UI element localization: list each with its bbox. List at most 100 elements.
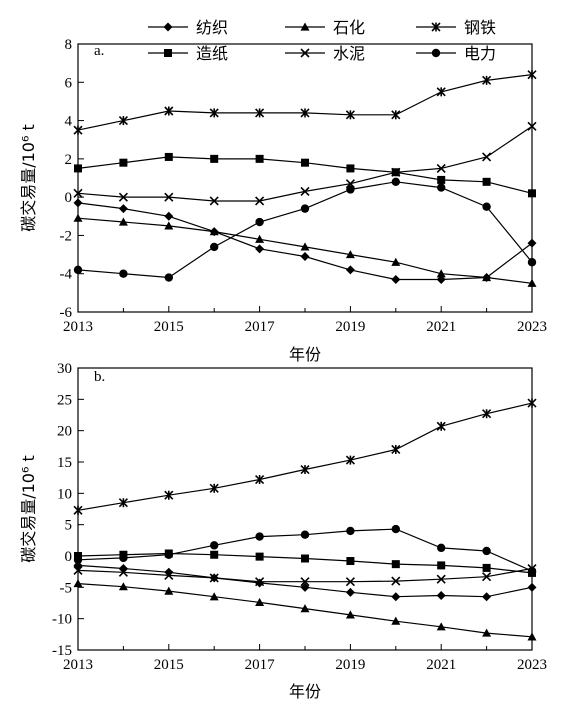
data-point bbox=[345, 455, 355, 465]
x-tick-label: 2021 bbox=[426, 657, 456, 673]
data-point bbox=[73, 125, 83, 135]
data-point bbox=[527, 582, 537, 592]
legend-item: 水泥 bbox=[285, 44, 365, 63]
data-point bbox=[255, 532, 264, 541]
x-tick-label: 2013 bbox=[63, 319, 93, 335]
data-point bbox=[528, 189, 536, 198]
data-point bbox=[391, 616, 401, 625]
x-tick-label: 2017 bbox=[245, 319, 276, 335]
data-point bbox=[527, 278, 537, 287]
data-point bbox=[482, 546, 491, 556]
x-axis-title: 年份 bbox=[289, 682, 321, 701]
data-point bbox=[527, 632, 537, 641]
data-point bbox=[391, 110, 401, 120]
data-point bbox=[118, 567, 128, 577]
data-point bbox=[118, 498, 128, 508]
y-tick-label: -5 bbox=[60, 580, 73, 596]
data-point bbox=[437, 175, 446, 184]
data-point bbox=[527, 398, 537, 408]
data-point bbox=[482, 409, 492, 419]
data-point bbox=[391, 274, 401, 284]
y-tick-label: 5 bbox=[65, 518, 73, 534]
data-point bbox=[300, 464, 310, 475]
data-point bbox=[482, 628, 492, 637]
legend-item: 纺织 bbox=[148, 18, 228, 37]
data-point bbox=[527, 566, 537, 576]
data-point bbox=[255, 234, 265, 243]
legend-label: 造纸 bbox=[196, 44, 228, 63]
data-point bbox=[436, 574, 446, 584]
data-point bbox=[255, 597, 265, 606]
data-point bbox=[482, 152, 492, 162]
data-point bbox=[210, 541, 219, 550]
series-line bbox=[77, 217, 533, 284]
series-x bbox=[73, 563, 537, 587]
data-point bbox=[73, 198, 83, 208]
y-tick-label: -2 bbox=[60, 228, 73, 244]
x-tick-label: 2017 bbox=[245, 657, 276, 673]
y-tick-label: -6 bbox=[60, 305, 73, 321]
series-line bbox=[77, 74, 533, 131]
x-tick-label: 2023 bbox=[517, 319, 547, 335]
data-point bbox=[73, 579, 83, 588]
data-point bbox=[527, 70, 537, 80]
data-point bbox=[300, 251, 310, 261]
y-tick-label: 10 bbox=[57, 486, 72, 502]
data-point bbox=[255, 552, 264, 561]
data-point bbox=[118, 217, 128, 226]
data-point bbox=[74, 164, 82, 173]
data-point bbox=[345, 587, 355, 597]
legend-label: 石化 bbox=[333, 18, 365, 37]
data-point bbox=[209, 573, 219, 583]
data-point bbox=[436, 87, 446, 97]
data-point bbox=[118, 192, 128, 202]
data-point bbox=[300, 204, 310, 213]
data-point bbox=[436, 269, 446, 278]
data-point bbox=[300, 604, 310, 613]
data-point bbox=[345, 250, 355, 259]
data-point bbox=[345, 265, 355, 275]
y-tick-label: 20 bbox=[57, 424, 72, 440]
data-point bbox=[391, 177, 400, 187]
series-triangle bbox=[73, 213, 537, 287]
panel-a: -6 -4 -2 0 2 4 6 8 2013 2015 2017 2019 2021 2023 a. 年份 碳… bbox=[19, 37, 547, 364]
x-tick-label: 2015 bbox=[154, 657, 184, 673]
x-tick-label: 2019 bbox=[335, 319, 365, 335]
x-tick-label: 2013 bbox=[63, 657, 93, 673]
data-point bbox=[346, 185, 355, 194]
y-tick-label: 0 bbox=[65, 190, 73, 206]
data-point bbox=[73, 565, 83, 575]
data-point bbox=[73, 265, 83, 275]
data-point bbox=[164, 273, 173, 282]
data-point bbox=[255, 577, 265, 587]
data-point bbox=[164, 570, 174, 580]
data-point bbox=[482, 75, 492, 85]
data-point bbox=[209, 227, 219, 236]
data-point bbox=[391, 592, 401, 602]
data-point bbox=[482, 572, 492, 582]
data-point bbox=[255, 108, 265, 118]
data-point bbox=[73, 188, 83, 198]
y-tick-label: -10 bbox=[52, 612, 72, 628]
data-point bbox=[209, 592, 219, 601]
y-tick-label: 8 bbox=[65, 37, 73, 53]
data-point bbox=[527, 121, 537, 131]
data-point bbox=[118, 204, 128, 214]
data-point bbox=[300, 582, 310, 592]
data-point bbox=[301, 158, 309, 167]
data-point bbox=[391, 524, 400, 534]
legend-item: 造纸 bbox=[148, 44, 228, 63]
data-point bbox=[255, 154, 264, 163]
data-point bbox=[391, 576, 401, 586]
series-square bbox=[74, 549, 536, 577]
y-tick-label: -15 bbox=[52, 643, 72, 659]
data-point bbox=[255, 578, 265, 588]
data-point bbox=[436, 590, 446, 600]
legend-item: 电力 bbox=[416, 44, 496, 63]
legend-marker bbox=[431, 22, 441, 32]
y-tick-label: 4 bbox=[65, 114, 73, 130]
data-point bbox=[255, 474, 265, 485]
data-point bbox=[164, 106, 174, 116]
legend-marker bbox=[431, 48, 441, 58]
